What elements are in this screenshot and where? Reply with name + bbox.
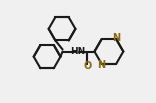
- Text: N: N: [113, 33, 121, 43]
- Text: O: O: [83, 61, 91, 71]
- Text: N: N: [97, 60, 105, 70]
- Text: HN: HN: [70, 47, 85, 56]
